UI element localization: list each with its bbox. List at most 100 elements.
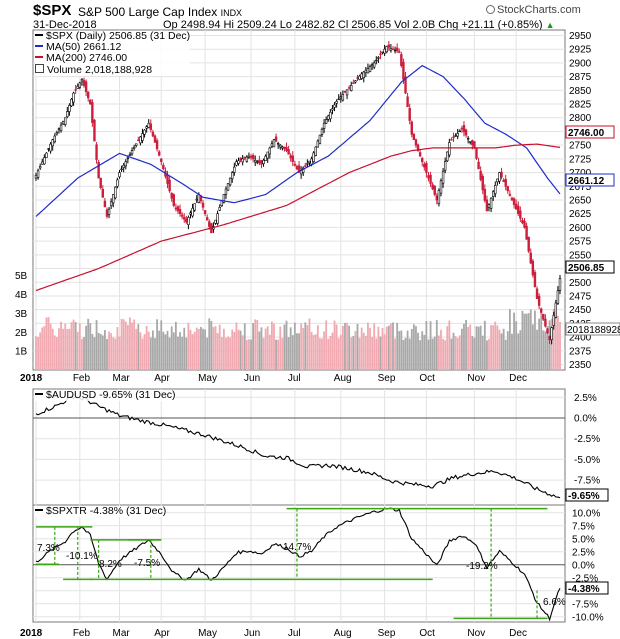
volume-tick-label: 2B <box>15 328 28 339</box>
volume-bar <box>202 328 204 370</box>
price-candle-body <box>295 166 299 170</box>
price-candle-body <box>540 308 543 313</box>
volume-bar <box>387 325 390 370</box>
price-candle-body <box>475 147 478 159</box>
price-candle-body <box>135 143 138 146</box>
volume-bar <box>440 329 442 370</box>
tag-ma50: 2661.12 <box>565 173 615 187</box>
price-candle-body <box>266 151 269 159</box>
price-candle-body <box>47 148 50 150</box>
audusd-line <box>35 396 561 499</box>
tag-ma200-text: 2746.00 <box>568 128 605 139</box>
month-label: Oct <box>419 373 435 384</box>
volume-bar <box>114 338 117 370</box>
annotation-minus-19-2: -19.2% <box>466 561 498 572</box>
price-candle-body <box>99 177 102 188</box>
aud-tick-label: -5.0% <box>574 455 600 466</box>
price-candle-body <box>552 315 555 326</box>
volume-bar <box>83 337 85 370</box>
axis-labels: 2350237524002425245024752500252525502575… <box>15 31 604 639</box>
price-candle-body <box>274 136 278 142</box>
volume-bar <box>248 339 250 370</box>
price-candle-body <box>174 207 178 210</box>
annotation-minus-7-5: -7.5% <box>134 558 160 569</box>
volume-bar <box>89 323 92 370</box>
tr-tick-label: 2.5% <box>572 547 595 558</box>
volume-bar <box>166 330 169 370</box>
price-candle-body <box>241 158 244 163</box>
volume-bar <box>120 318 123 370</box>
price-candle-body <box>535 288 539 300</box>
month-label: Jun <box>244 373 260 384</box>
volume-bar <box>498 329 501 370</box>
volume-bar <box>53 335 56 370</box>
price-candle-body <box>191 207 194 217</box>
volume-bar <box>149 337 152 370</box>
price-candle-body <box>128 154 132 156</box>
volume-bar <box>174 321 177 370</box>
volume-bar <box>402 339 405 370</box>
price-candle-body <box>162 164 165 170</box>
volume-tick-label: 4B <box>15 290 28 301</box>
price-candle-body <box>59 124 63 132</box>
brand-logo[interactable]: StockCharts.com <box>486 4 581 16</box>
price-tick-label: 2950 <box>569 31 592 42</box>
volume-bar <box>277 339 280 370</box>
price-candle-body <box>66 111 69 117</box>
price-candle-body <box>233 166 236 173</box>
aud-tick-label: 2.5% <box>574 393 597 404</box>
volume-bar <box>222 328 225 370</box>
volume-bar <box>252 323 255 370</box>
volume-bar <box>467 326 470 370</box>
volume-bar <box>517 333 520 370</box>
price-candle-body <box>120 168 123 171</box>
volume-bar <box>519 330 522 370</box>
legend-volume-label: Volume 2,018,188,928 <box>47 64 153 76</box>
price-candle-body <box>314 146 317 156</box>
price-candle-body <box>406 96 409 108</box>
price-candle-body <box>220 200 224 207</box>
price-candle-body <box>270 143 274 147</box>
price-candle-body <box>114 186 117 199</box>
price-candle-body <box>450 139 453 141</box>
spxtr-line <box>35 507 561 622</box>
price-candle-body <box>95 144 98 160</box>
price-candle-body <box>243 156 246 159</box>
price-candle-body <box>103 200 107 208</box>
quote-line: Op 2498.94 Hi 2509.24 Lo 2482.82 Cl 2506… <box>163 19 555 31</box>
volume-bar <box>429 321 432 370</box>
price-candle-body <box>132 146 136 149</box>
month-label: Nov <box>467 373 485 384</box>
volume-bars <box>35 308 561 370</box>
volume-bar <box>383 334 386 370</box>
volume-bar <box>293 322 296 370</box>
volume-tick-label: 1B <box>15 347 28 358</box>
price-candle-body <box>256 161 259 163</box>
volume-bar <box>260 327 263 370</box>
ma50-line <box>35 64 561 217</box>
volume-bar <box>454 336 457 370</box>
price-tick-label: 2475 <box>569 291 592 302</box>
volume-bar <box>406 330 409 370</box>
month-label: Dec <box>509 628 527 639</box>
price-candle-body <box>439 180 443 194</box>
volume-bar <box>41 327 44 370</box>
price-candle-body <box>291 155 294 162</box>
volume-tick-label: 3B <box>15 309 28 320</box>
price-candle-body <box>107 208 111 215</box>
price-candle-body <box>521 219 524 224</box>
volume-bar <box>427 339 430 370</box>
volume-bar <box>463 323 465 370</box>
volume-bar <box>465 319 467 370</box>
price-candle-body <box>276 143 280 145</box>
price-candle-body <box>226 183 230 191</box>
price-candle-body <box>149 123 153 130</box>
price-candle-body <box>377 57 380 59</box>
month-label: Aug <box>334 373 352 384</box>
price-candle-body <box>153 135 157 143</box>
volume-bar <box>170 326 173 370</box>
aud-tick-label: -7.5% <box>574 476 600 487</box>
price-candle-body <box>327 115 330 120</box>
price-candle-body <box>481 175 484 191</box>
volume-bar <box>210 321 213 370</box>
